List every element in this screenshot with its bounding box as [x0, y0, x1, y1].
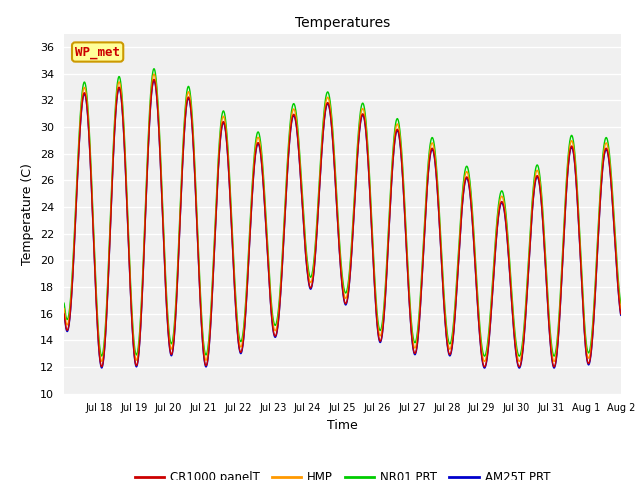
- Y-axis label: Temperature (C): Temperature (C): [22, 163, 35, 264]
- Text: WP_met: WP_met: [75, 46, 120, 59]
- Legend: CR1000 panelT, HMP, NR01 PRT, AM25T PRT: CR1000 panelT, HMP, NR01 PRT, AM25T PRT: [130, 466, 555, 480]
- Title: Temperatures: Temperatures: [295, 16, 390, 30]
- X-axis label: Time: Time: [327, 419, 358, 432]
